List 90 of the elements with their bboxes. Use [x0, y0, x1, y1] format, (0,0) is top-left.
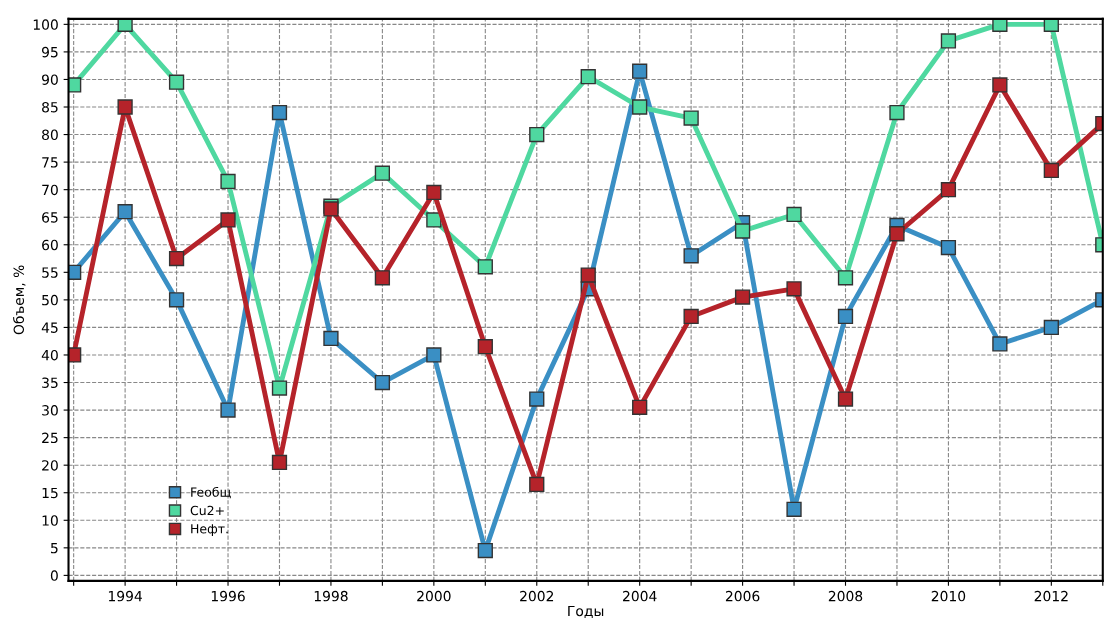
- point: [992, 18, 1008, 32]
- point: [734, 289, 751, 305]
- point: [220, 402, 236, 418]
- point: [632, 63, 648, 79]
- point: [68, 77, 82, 93]
- x-tick-label: 1994: [108, 590, 143, 602]
- point: [992, 77, 1008, 93]
- point: [837, 391, 854, 407]
- point: [374, 270, 391, 286]
- point: [426, 184, 442, 201]
- point: [889, 226, 905, 242]
- point: [992, 336, 1008, 352]
- point: [271, 454, 288, 471]
- point: [632, 99, 648, 115]
- point: [529, 126, 545, 143]
- point: [1043, 319, 1059, 336]
- point: [734, 223, 751, 239]
- y-tick-label: 10: [42, 515, 58, 526]
- y-tick-label: 45: [41, 322, 58, 333]
- point: [477, 542, 493, 559]
- x-tick-label: 2008: [828, 590, 863, 602]
- point: [529, 476, 545, 493]
- point: [940, 33, 957, 49]
- point: [168, 74, 185, 90]
- point: [683, 308, 699, 325]
- x-tick-label: 2006: [725, 590, 760, 602]
- point: [117, 99, 133, 115]
- y-tick-label: 0: [50, 570, 58, 581]
- x-tick-label: 2012: [1034, 590, 1068, 602]
- y-tick-label: 40: [41, 349, 58, 361]
- y-tick-label: 60: [42, 239, 58, 251]
- y-tick-label: 55: [42, 267, 58, 278]
- point: [580, 267, 596, 283]
- point: [477, 339, 493, 355]
- point: [940, 182, 957, 198]
- y-tick-label: 30: [42, 405, 58, 416]
- point: [117, 204, 133, 220]
- point: [117, 18, 133, 32]
- legend-label: Нефт.: [191, 524, 228, 536]
- y-tick-label: 85: [42, 101, 58, 113]
- x-tick-label: 2010: [931, 590, 966, 602]
- point: [837, 308, 854, 325]
- y-tick-label: 25: [42, 432, 58, 444]
- y-tick-label: 70: [42, 184, 58, 196]
- x-axis-title: Годы: [568, 605, 604, 618]
- point: [426, 347, 442, 363]
- point: [374, 374, 391, 391]
- y-tick-label: 90: [41, 74, 58, 85]
- y-tick-label: 80: [42, 129, 58, 141]
- point: [168, 250, 185, 267]
- x-tick-label: 2000: [417, 590, 451, 602]
- y-tick-label: 5: [51, 542, 58, 554]
- point: [837, 270, 854, 286]
- point: [889, 104, 905, 121]
- legend-label: Cu2+: [190, 505, 224, 516]
- point: [1043, 18, 1059, 32]
- point: [477, 259, 493, 275]
- point: [271, 380, 288, 396]
- point: [1043, 162, 1059, 179]
- point: [168, 292, 185, 308]
- point: [271, 104, 288, 121]
- y-tick-label: 100: [33, 19, 58, 30]
- x-tick-label: 2002: [520, 590, 554, 602]
- point: [580, 69, 596, 85]
- y-tick-label: 50: [42, 294, 58, 306]
- point: [786, 501, 802, 517]
- y-tick-label: 75: [42, 157, 58, 168]
- x-tick-label: 1998: [314, 590, 348, 602]
- point: [220, 212, 236, 228]
- y-tick-label: 20: [42, 460, 58, 471]
- point: [323, 330, 339, 347]
- x-tick-label: 2004: [623, 590, 657, 602]
- point: [68, 347, 82, 363]
- point: [786, 206, 802, 223]
- point: [632, 399, 648, 415]
- point: [786, 281, 802, 297]
- point: [220, 173, 236, 190]
- y-tick-label: 95: [41, 46, 58, 58]
- point: [940, 239, 957, 256]
- point: [426, 212, 442, 228]
- legend-label: Feобщ: [191, 486, 231, 499]
- x-tick-label: 1996: [211, 590, 245, 602]
- y-axis-title: Объем, %: [13, 265, 26, 335]
- point: [683, 110, 699, 126]
- y-tick-label: 65: [42, 212, 58, 223]
- point: [374, 165, 391, 181]
- y-tick-label: 15: [42, 487, 58, 499]
- point: [529, 391, 545, 407]
- point: [683, 248, 699, 264]
- y-tick-label: 35: [42, 377, 58, 388]
